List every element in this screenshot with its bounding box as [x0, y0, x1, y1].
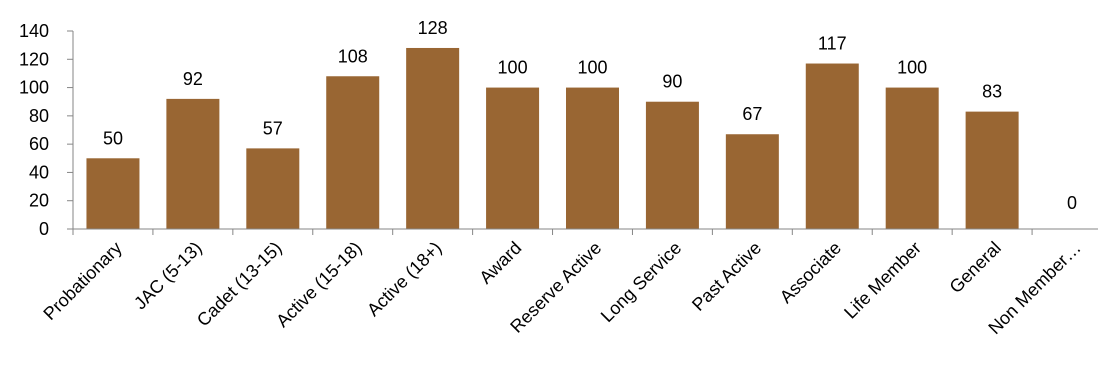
axes — [67, 30, 1098, 235]
y-tick-label: 140 — [19, 21, 49, 41]
bars — [86, 47, 1019, 230]
bar — [246, 148, 300, 229]
category-label: Associate — [776, 238, 845, 307]
category-label: Long Service — [597, 238, 685, 326]
data-label: 100 — [577, 58, 607, 78]
y-tick-label: 100 — [19, 78, 49, 98]
bar — [406, 47, 460, 229]
bar — [805, 63, 859, 230]
y-tick-label: 20 — [29, 191, 49, 211]
data-label: 90 — [662, 72, 682, 92]
data-label: 83 — [982, 82, 1002, 102]
category-label: Past Active — [688, 238, 765, 315]
category-label: Probationary — [39, 238, 125, 324]
category-label: Active (15-18) — [272, 238, 365, 331]
data-labels: 50 92 57 108 128 100 100 90 67 117 100 83 0 — [103, 18, 1077, 213]
y-tick-label: 120 — [19, 49, 49, 69]
category-labels: Probationary JAC (5-13)Cadet (13-15)Activ… — [39, 238, 1084, 338]
bar — [725, 134, 779, 229]
bar — [486, 87, 540, 229]
bar — [166, 98, 220, 229]
bar — [326, 76, 380, 229]
category-label: JAC (5-13) — [130, 238, 206, 314]
y-tick-label: 0 — [39, 219, 49, 239]
bar — [885, 87, 939, 229]
data-label: 92 — [183, 69, 203, 89]
data-label: 100 — [897, 58, 927, 78]
data-label: 117 — [818, 34, 847, 54]
data-label: 108 — [338, 46, 368, 66]
y-tick-label: 60 — [29, 134, 49, 154]
data-label: 67 — [742, 104, 762, 124]
category-label: Life Member — [840, 238, 925, 323]
bar — [86, 158, 140, 229]
y-tick-label: 80 — [29, 106, 49, 126]
category-label: Award — [475, 238, 525, 288]
bar — [645, 101, 699, 229]
data-label: 50 — [103, 128, 123, 148]
category-label: General — [946, 238, 1005, 297]
data-label: 57 — [263, 118, 283, 138]
data-label: 0 — [1067, 193, 1077, 213]
category-label: Active (18+) — [363, 238, 445, 320]
y-tick-label: 40 — [29, 162, 49, 182]
data-label: 128 — [418, 18, 448, 38]
bar — [965, 111, 1019, 229]
bar — [566, 87, 619, 229]
data-label: 100 — [498, 58, 528, 78]
y-axis-ticks: 0 20 40 60 80 100 120 140 — [19, 21, 49, 239]
